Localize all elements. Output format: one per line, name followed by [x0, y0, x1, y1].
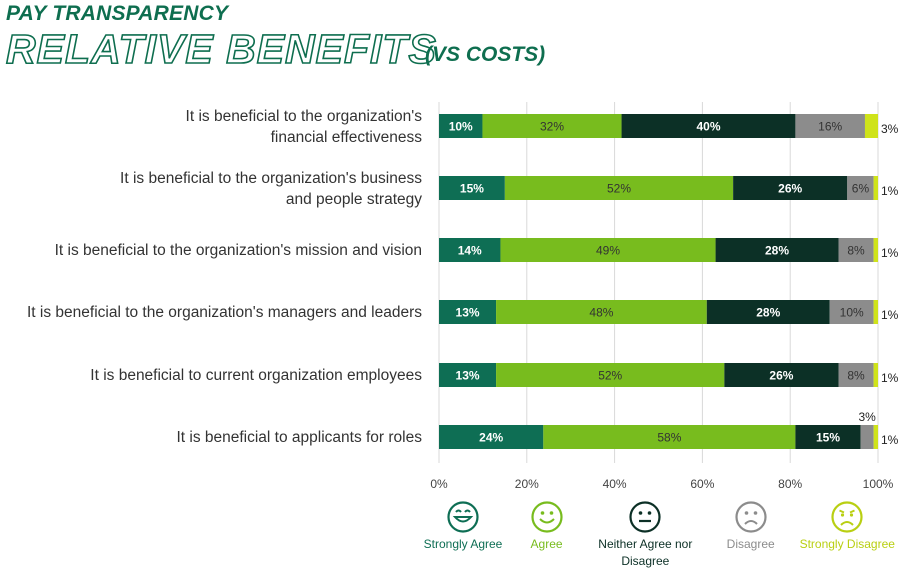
- category-label: It is beneficial to the organization's b…: [120, 170, 422, 208]
- bar-segment: [621, 114, 796, 138]
- bar-segment: [496, 300, 707, 324]
- bar-segment: [873, 425, 878, 449]
- x-tick-label: 60%: [690, 477, 714, 491]
- data-label: 8%: [847, 369, 865, 383]
- bar-segment: [439, 238, 501, 262]
- legend-item: Agree: [492, 500, 602, 553]
- legend-label: Strongly Disagree: [799, 537, 895, 551]
- bar-segment: [715, 238, 839, 262]
- legend-item: Strongly Agree: [408, 500, 518, 553]
- frown-face-icon: [735, 501, 767, 533]
- chart-title-suffix: (VS COSTS): [425, 43, 546, 66]
- smile-face-icon: [530, 501, 563, 533]
- category-label: It is beneficial to applicants for roles: [176, 429, 422, 446]
- bar-segment: [500, 238, 716, 262]
- bar-segment: [873, 176, 878, 200]
- bar-segment: [439, 425, 544, 449]
- data-label: 14%: [458, 244, 482, 258]
- data-label: 1%: [881, 371, 899, 385]
- data-label: 10%: [840, 306, 864, 320]
- bar-segment: [838, 363, 874, 387]
- legend-item: Disagree: [696, 500, 806, 553]
- data-label: 28%: [756, 306, 780, 320]
- legend-label: Neither Agree nor Disagree: [598, 537, 693, 568]
- data-label: 26%: [778, 182, 802, 196]
- bar-segment: [482, 114, 622, 138]
- chart-title-line1: PAY TRANSPARENCY: [6, 2, 229, 25]
- neutral-face-icon: [629, 501, 661, 533]
- data-label: 49%: [596, 244, 620, 258]
- bar-segment: [873, 363, 878, 387]
- data-label: 58%: [657, 431, 681, 445]
- data-label: 15%: [460, 182, 484, 196]
- upset-face-icon: [831, 501, 863, 533]
- data-label: 1%: [881, 308, 899, 322]
- bar-segment: [733, 176, 848, 200]
- bar-segment: [496, 363, 725, 387]
- category-label: It is beneficial to the organization's fi…: [186, 108, 423, 146]
- bar-segment: [543, 425, 796, 449]
- legend-label: Agree: [530, 537, 563, 551]
- x-tick-label: 100%: [863, 477, 894, 491]
- bar-segment: [864, 114, 878, 138]
- bar-segment: [795, 114, 865, 138]
- legend-item: Neither Agree nor Disagree: [590, 500, 700, 570]
- x-tick-label: 20%: [515, 477, 539, 491]
- data-label: 1%: [881, 246, 899, 260]
- bar-segment: [724, 363, 839, 387]
- data-label: 13%: [456, 306, 480, 320]
- x-tick-label: 80%: [778, 477, 802, 491]
- bar-segment: [873, 238, 878, 262]
- data-label: 3%: [858, 410, 876, 424]
- data-label: 26%: [769, 369, 793, 383]
- bar-segment: [838, 238, 874, 262]
- data-label: 40%: [696, 120, 720, 134]
- data-label: 1%: [881, 184, 899, 198]
- category-label: It is beneficial to the organization's m…: [27, 304, 422, 321]
- data-label: 16%: [818, 120, 842, 134]
- bar-segment: [873, 300, 878, 324]
- data-label: 8%: [847, 244, 865, 258]
- bar-segment: [829, 300, 874, 324]
- data-label: 10%: [449, 120, 473, 134]
- data-label: 15%: [816, 431, 840, 445]
- data-label: 48%: [589, 306, 613, 320]
- bar-segment: [439, 363, 497, 387]
- data-label: 52%: [598, 369, 622, 383]
- bar-segment: [439, 176, 505, 200]
- bar-segment: [504, 176, 734, 200]
- big-smile-face-icon: [447, 501, 479, 533]
- bar-segment: [706, 300, 830, 324]
- data-label: 3%: [881, 122, 899, 136]
- data-label: 28%: [765, 244, 789, 258]
- x-tick-label: 0%: [430, 477, 448, 491]
- bar-segment: [439, 114, 483, 138]
- bar-segment: [847, 176, 874, 200]
- legend-label: Disagree: [726, 537, 775, 551]
- data-label: 24%: [479, 431, 503, 445]
- data-label: 6%: [852, 182, 870, 196]
- data-label: 13%: [456, 369, 480, 383]
- bar-segment: [795, 425, 861, 449]
- data-label: 52%: [607, 182, 631, 196]
- chart-title-line2: RELATIVE BENEFITS: [5, 25, 437, 73]
- data-label: 1%: [881, 433, 899, 447]
- data-label: 32%: [540, 120, 564, 134]
- bar-segment: [860, 425, 874, 449]
- x-tick-label: 40%: [603, 477, 627, 491]
- category-label: It is beneficial to current organization…: [90, 367, 422, 384]
- bar-segment: [439, 300, 497, 324]
- legend-item: Strongly Disagree: [792, 500, 900, 553]
- category-label: It is beneficial to the organization's m…: [55, 242, 422, 259]
- legend-label: Strongly Agree: [423, 537, 503, 551]
